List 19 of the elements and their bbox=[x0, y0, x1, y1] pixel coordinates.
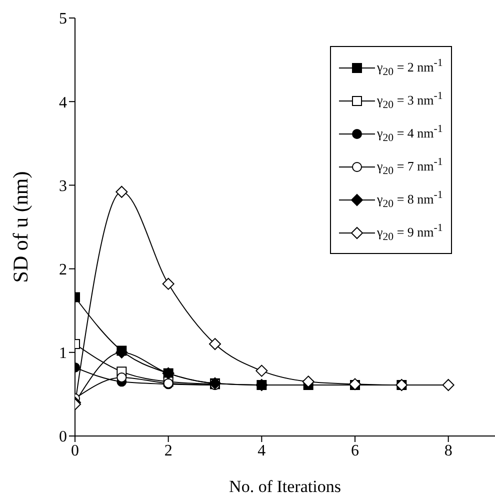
y-axis-title: SD of u (nm) bbox=[8, 171, 32, 283]
x-tick-label: 2 bbox=[164, 442, 172, 460]
x-tick-label: 6 bbox=[351, 442, 359, 460]
legend-label: γ$_{20}$ = 2 nm$^{-1}$ bbox=[377, 57, 443, 78]
y-tick-label: 0 bbox=[59, 428, 67, 446]
y-tick-label: 5 bbox=[59, 10, 67, 28]
y-tick-label: 4 bbox=[59, 94, 67, 112]
legend-label: γ$_{20}$ = 4 nm$^{-1}$ bbox=[377, 123, 443, 144]
y-tick-label: 3 bbox=[59, 178, 67, 195]
x-tick-label: 0 bbox=[71, 442, 79, 460]
y-tick-label: 2 bbox=[59, 261, 67, 278]
x-axis-title: No. of Iterations bbox=[229, 477, 341, 496]
x-tick-label: 8 bbox=[444, 442, 452, 460]
legend-label: γ$_{20}$ = 7 nm$^{-1}$ bbox=[377, 156, 443, 177]
legend-label: γ$_{20}$ = 3 nm$^{-1}$ bbox=[377, 90, 443, 111]
x-tick-label: 4 bbox=[258, 442, 266, 460]
legend-label: γ$_{20}$ = 9 nm$^{-1}$ bbox=[377, 222, 443, 243]
legend-label: γ$_{20}$ = 8 nm$^{-1}$ bbox=[377, 189, 443, 210]
y-tick-label: 1 bbox=[59, 345, 67, 362]
